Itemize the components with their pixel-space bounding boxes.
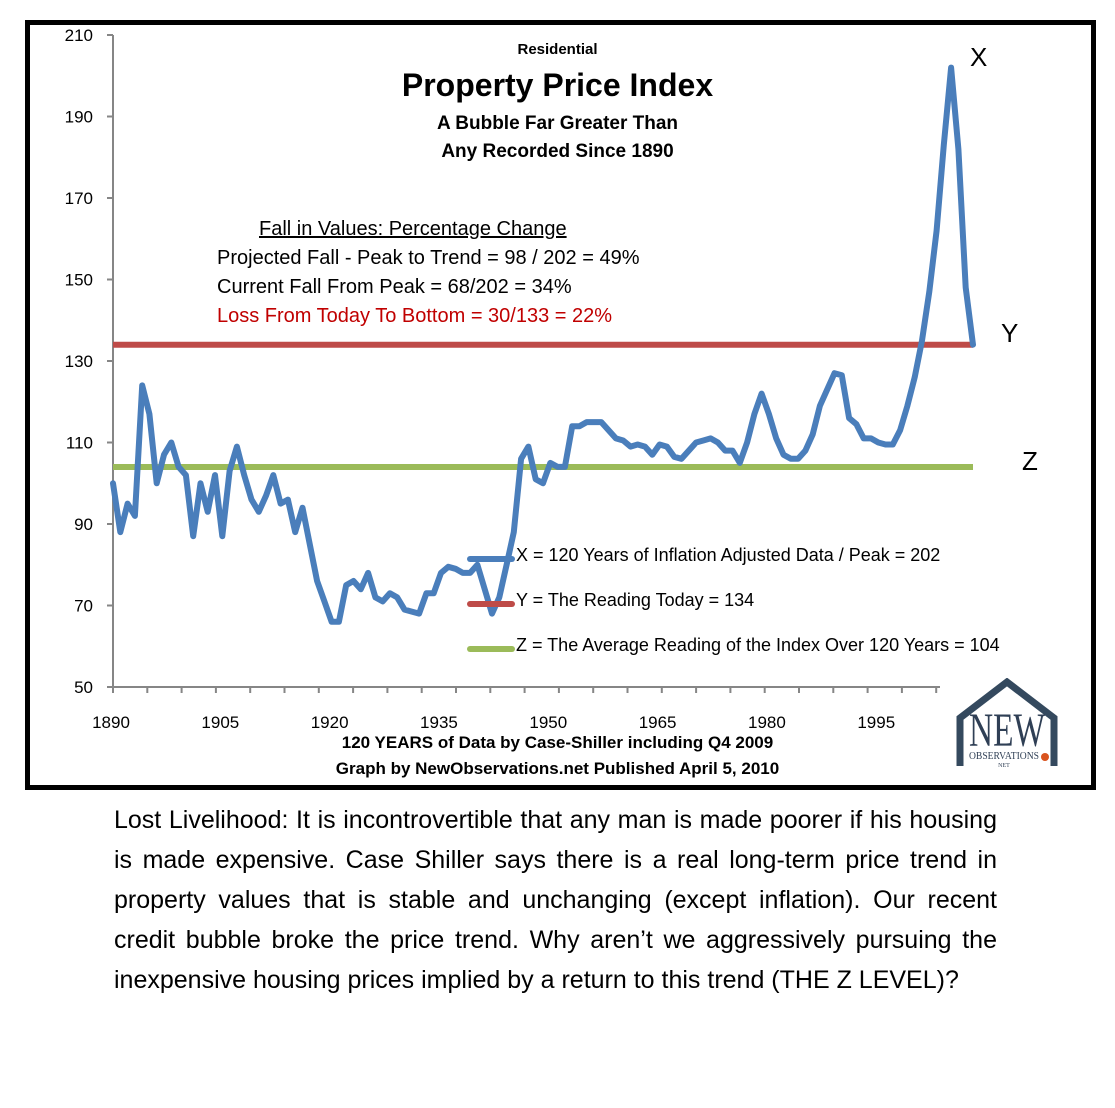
x-tick-label: 1995 (857, 713, 895, 732)
house-roof-icon (956, 677, 1058, 766)
y-tick-label: 190 (65, 108, 93, 127)
y-tick-label: 210 (65, 26, 93, 45)
logo-sub-text: OBSERVATIONS (969, 751, 1039, 762)
side-label-y: Y (1001, 318, 1019, 348)
logo-tld-text: NET (998, 763, 1010, 769)
legend-label-y: Y = The Reading Today = 134 (516, 590, 755, 610)
y-tick-label: 70 (74, 597, 93, 616)
axes: 50 70 90 110 130 150 170 190 210 1890 1905 1920 1935… (65, 26, 940, 732)
x-tick-label: 1965 (639, 713, 677, 732)
flower-icon (1041, 753, 1049, 761)
annotation-heading: Fall in Values: Percentage Change (259, 218, 567, 240)
x-tick-label: 1950 (529, 713, 567, 732)
y-tick-label: 50 (74, 678, 93, 697)
chart-title: Property Price Index (401, 67, 714, 103)
x-tick-label: 1890 (92, 713, 130, 732)
x-axis-caption-line-1: 120 YEARS of Data by Case-Shiller includ… (341, 733, 774, 752)
logo-main-text: NEW (969, 704, 1045, 757)
new-observations-logo: NEW OBSERVATIONS NET (952, 677, 1062, 770)
annotation-projected-fall: Projected Fall - Peak to Trend = 98 / 20… (217, 247, 640, 269)
x-tick-label: 1920 (311, 713, 349, 732)
x-tick-label: 1905 (201, 713, 239, 732)
annotation-current-fall: Current Fall From Peak = 68/202 = 34% (217, 276, 572, 298)
side-label-z: Z (1022, 446, 1038, 476)
y-tick-label: 170 (65, 189, 93, 208)
legend (467, 556, 515, 652)
y-tick-label: 110 (66, 434, 93, 453)
annotation-loss-to-bottom: Loss From Today To Bottom = 30/133 = 22% (217, 305, 613, 327)
legend-label-z: Z = The Average Reading of the Index Ove… (516, 635, 1000, 655)
x-tick-label: 1980 (748, 713, 786, 732)
y-tick-label: 150 (65, 271, 93, 290)
body-paragraph: Lost Livelihood: It is incontrovertible … (114, 806, 997, 994)
y-tick-label: 130 (65, 352, 93, 371)
series-lines (110, 64, 976, 625)
chart-supertitle: Residential (517, 41, 598, 58)
x-tick-label: 1935 (420, 713, 458, 732)
x-axis-caption-line-2: Graph by NewObservations.net Published A… (335, 759, 780, 778)
y-tick-label: 90 (74, 515, 93, 534)
chart-subtitle-line-1: A Bubble Far Greater Than (436, 113, 679, 134)
chart-frame (25, 20, 1096, 790)
chart-subtitle-line-2: Any Recorded Since 1890 (441, 141, 674, 162)
legend-label-x: X = 120 Years of Inflation Adjusted Data… (516, 545, 941, 565)
side-label-x: X (970, 42, 988, 72)
